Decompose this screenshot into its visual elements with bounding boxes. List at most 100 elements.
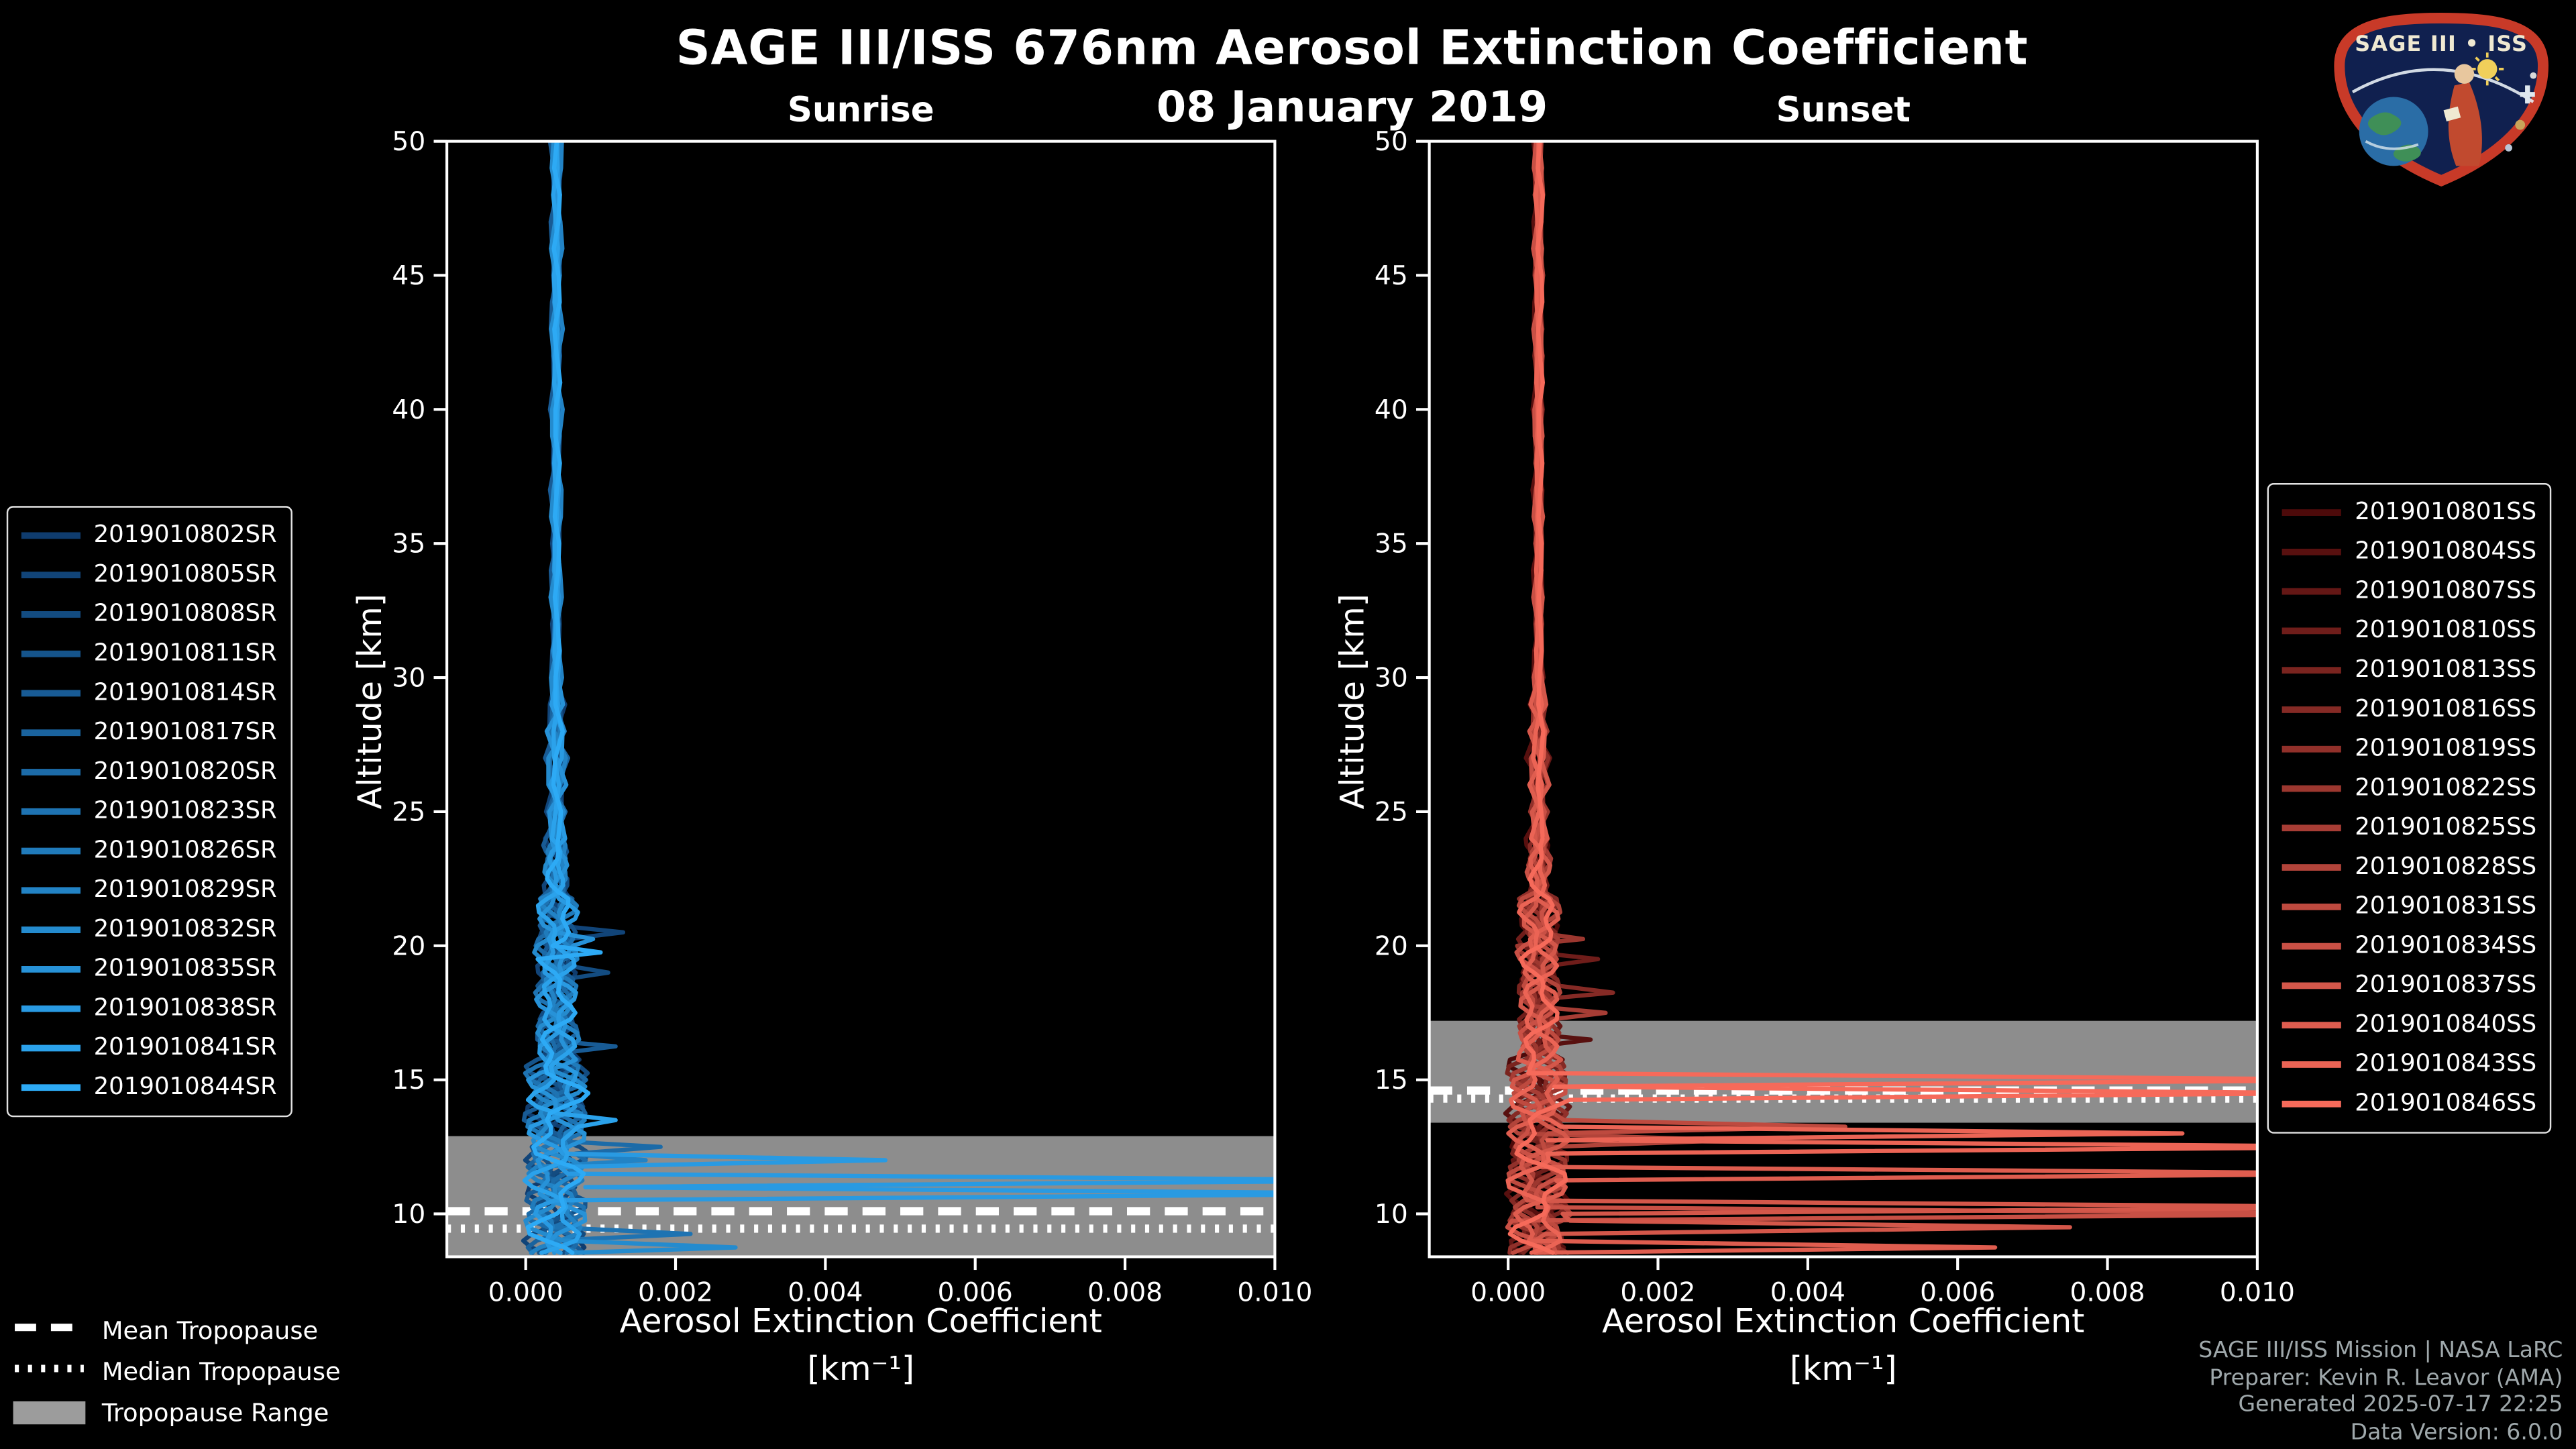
logo-earth-land	[2367, 112, 2402, 136]
legend-item: 2019010828SS	[2282, 848, 2536, 888]
legend-color-swatch	[21, 572, 81, 578]
legend-label: 2019010828SS	[2355, 854, 2537, 881]
x-tick-label: 0.010	[2220, 1278, 2295, 1308]
legend-label: 2019010820SR	[93, 759, 277, 786]
legend-label: 2019010805SR	[93, 561, 277, 588]
x-tick-label: 0.004	[788, 1278, 863, 1308]
tropopause-range-swatch	[13, 1400, 86, 1424]
legend-label: 2019010832SR	[93, 916, 277, 943]
legend-label: 2019010817SR	[93, 719, 277, 746]
legend-color-swatch	[2282, 786, 2342, 792]
legend-color-swatch	[2282, 1022, 2342, 1028]
y-tick-label: 30	[392, 663, 425, 694]
legend-color-swatch	[2282, 509, 2342, 516]
legend-item: 2019010825SS	[2282, 808, 2536, 848]
legend-label: 2019010838SR	[93, 996, 277, 1022]
profile-lines	[521, 141, 1275, 1255]
legend-label: 2019010807SS	[2355, 578, 2537, 605]
legend-item: 2019010808SR	[21, 595, 277, 635]
legend-color-swatch	[21, 1045, 81, 1051]
legend-item: 2019010826SR	[21, 831, 277, 871]
legend-label: 2019010844SR	[93, 1074, 277, 1101]
figure-date: 08 January 2019	[1156, 83, 1548, 133]
y-tick-label: 45	[1375, 261, 1408, 291]
legend-item: 2019010829SR	[21, 871, 277, 910]
legend-item: 2019010835SR	[21, 950, 277, 989]
logo-iss	[2520, 85, 2535, 104]
logo-planet	[2515, 119, 2526, 130]
legend-label: 2019010840SS	[2355, 1012, 2537, 1038]
legend-color-swatch	[21, 729, 81, 736]
y-tick-label: 10	[1375, 1199, 1408, 1230]
legend-item: 2019010817SR	[21, 713, 277, 753]
y-tick-label: 45	[392, 261, 425, 291]
sunset-legend: 2019010801SS 2019010804SS 2019010807SS 2019…	[2267, 483, 2552, 1134]
legend-color-swatch	[21, 533, 81, 539]
legend-item: 2019010822SS	[2282, 769, 2536, 808]
tropopause-legend: Mean Tropopause Median Tropopause Tropop…	[13, 1309, 341, 1433]
median-tropopause-label: Median Tropopause	[101, 1356, 341, 1386]
tropopause-range-legend-item: Tropopause Range	[13, 1391, 341, 1432]
legend-label: 2019010841SR	[93, 1034, 277, 1062]
legend-item: 2019010846SS	[2282, 1084, 2536, 1124]
legend-color-swatch	[21, 1084, 81, 1091]
y-tick-label: 40	[392, 395, 425, 425]
legend-label: 2019010834SS	[2355, 933, 2537, 960]
legend-color-swatch	[2282, 1061, 2342, 1068]
legend-color-swatch	[21, 690, 81, 696]
legend-color-swatch	[21, 1006, 81, 1012]
y-tick-label: 20	[392, 931, 425, 961]
y-tick-label: 25	[1375, 797, 1408, 827]
legend-color-swatch	[2282, 864, 2342, 871]
credit-generated: Generated 2025-07-17 22:25	[2238, 1391, 2563, 1418]
legend-color-swatch	[2282, 904, 2342, 910]
credit-preparer: Preparer: Kevin R. Leavor (AMA)	[2209, 1364, 2563, 1391]
legend-color-swatch	[21, 808, 81, 815]
legend-label: 2019010802SR	[93, 522, 277, 549]
legend-item: 2019010801SS	[2282, 493, 2536, 533]
x-axis-label-text: Aerosol Extinction Coefficient	[1602, 1301, 2085, 1341]
y-tick-label: 40	[1375, 395, 1408, 425]
legend-item: 2019010810SS	[2282, 611, 2536, 651]
y-tick-label: 30	[1375, 663, 1408, 694]
sunset-x-axis-label: Aerosol Extinction Coefficient [km⁻¹]	[1430, 1301, 2257, 1389]
legend-label: 2019010829SR	[93, 877, 277, 904]
legend-color-swatch	[2282, 983, 2342, 989]
y-tick-label: 50	[1375, 127, 1408, 157]
x-tick-label: 0.000	[488, 1278, 564, 1308]
x-tick-label: 0.004	[1770, 1278, 1845, 1308]
legend-color-swatch	[2282, 943, 2342, 949]
x-tick-label: 0.006	[1920, 1278, 1995, 1308]
legend-label: 2019010819SS	[2355, 736, 2537, 763]
legend-item: 2019010804SS	[2282, 532, 2536, 572]
legend-color-swatch	[21, 651, 81, 657]
y-tick-label: 15	[1375, 1065, 1408, 1095]
legend-color-swatch	[2282, 667, 2342, 674]
sunrise-x-axis-label: Aerosol Extinction Coefficient [km⁻¹]	[447, 1301, 1275, 1389]
legend-item: 2019010834SS	[2282, 926, 2536, 966]
legend-color-swatch	[21, 611, 81, 618]
legend-color-swatch	[2282, 588, 2342, 594]
y-tick-label: 15	[392, 1065, 425, 1095]
legend-label: 2019010814SR	[93, 680, 277, 707]
tropopause-range-label: Tropopause Range	[101, 1397, 329, 1427]
logo-sage-figure	[2448, 82, 2482, 166]
logo-planet	[2505, 144, 2512, 152]
profile-line	[525, 141, 603, 1255]
legend-item: 2019010802SR	[21, 516, 277, 555]
legend-item: 2019010805SR	[21, 555, 277, 595]
plot-border	[1428, 140, 2259, 1258]
legend-label: 2019010810SS	[2355, 617, 2537, 645]
legend-color-swatch	[21, 888, 81, 894]
sunrise-panel-title: Sunrise	[787, 90, 934, 130]
legend-label: 2019010822SS	[2355, 775, 2537, 802]
logo-earth-cloud	[2365, 140, 2419, 150]
legend-item: 2019010820SR	[21, 753, 277, 792]
legend-color-swatch	[21, 848, 81, 854]
legend-item: 2019010807SS	[2282, 572, 2536, 611]
plot-border	[445, 140, 1277, 1258]
logo-orbit	[2351, 68, 2534, 103]
legend-label: 2019010804SS	[2355, 539, 2537, 566]
legend-color-swatch	[21, 769, 81, 775]
